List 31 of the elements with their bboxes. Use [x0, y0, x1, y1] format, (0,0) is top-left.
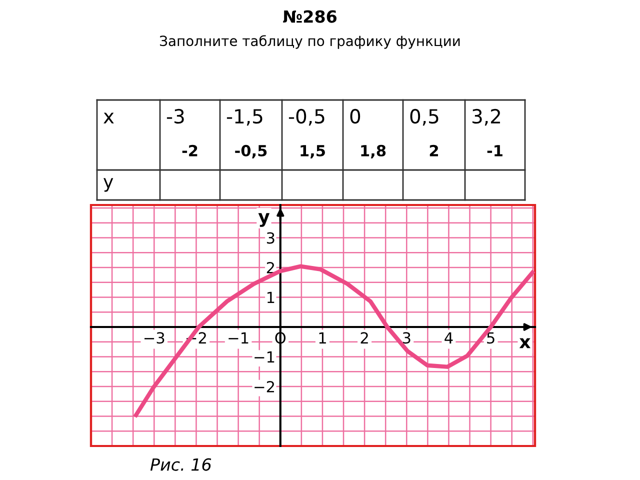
x-tick-label: −1	[228, 332, 248, 344]
text: -0,5	[235, 144, 267, 158]
text: 1,5	[300, 145, 325, 158]
x-axis-title: x	[519, 338, 531, 348]
x-tick-label: 5	[487, 332, 494, 344]
line-series	[134, 264, 535, 418]
x-tick-label: 4	[444, 332, 453, 344]
chart-subtitle: Заполните таблицу по графику функции	[160, 35, 460, 49]
text: y	[104, 178, 114, 192]
chart-title: №286	[283, 10, 337, 23]
text: -1,5	[226, 109, 262, 126]
x-tick-label: −3	[144, 332, 164, 344]
text: -2	[182, 144, 198, 156]
text: 2	[430, 144, 438, 156]
text: x	[104, 112, 114, 124]
y-tick-label: 1	[267, 292, 274, 304]
x-tick-label: 3	[402, 332, 410, 344]
text: 0	[350, 108, 360, 124]
x-tick-label: 1	[319, 332, 326, 344]
text: 1,8	[361, 144, 386, 158]
text: -3	[166, 108, 184, 124]
text: Рис. 16	[150, 458, 212, 471]
y-tick-label: −2	[254, 380, 274, 392]
y-axis-title: y	[258, 213, 270, 227]
text: 0,5	[410, 108, 438, 126]
x-tick-label: 2	[360, 332, 368, 344]
y-tick-label: 3	[266, 232, 274, 244]
text: 3,2	[472, 108, 500, 126]
text: -1	[487, 145, 502, 156]
y-tick-label: −1	[254, 351, 274, 363]
text: -0,5	[288, 108, 324, 126]
